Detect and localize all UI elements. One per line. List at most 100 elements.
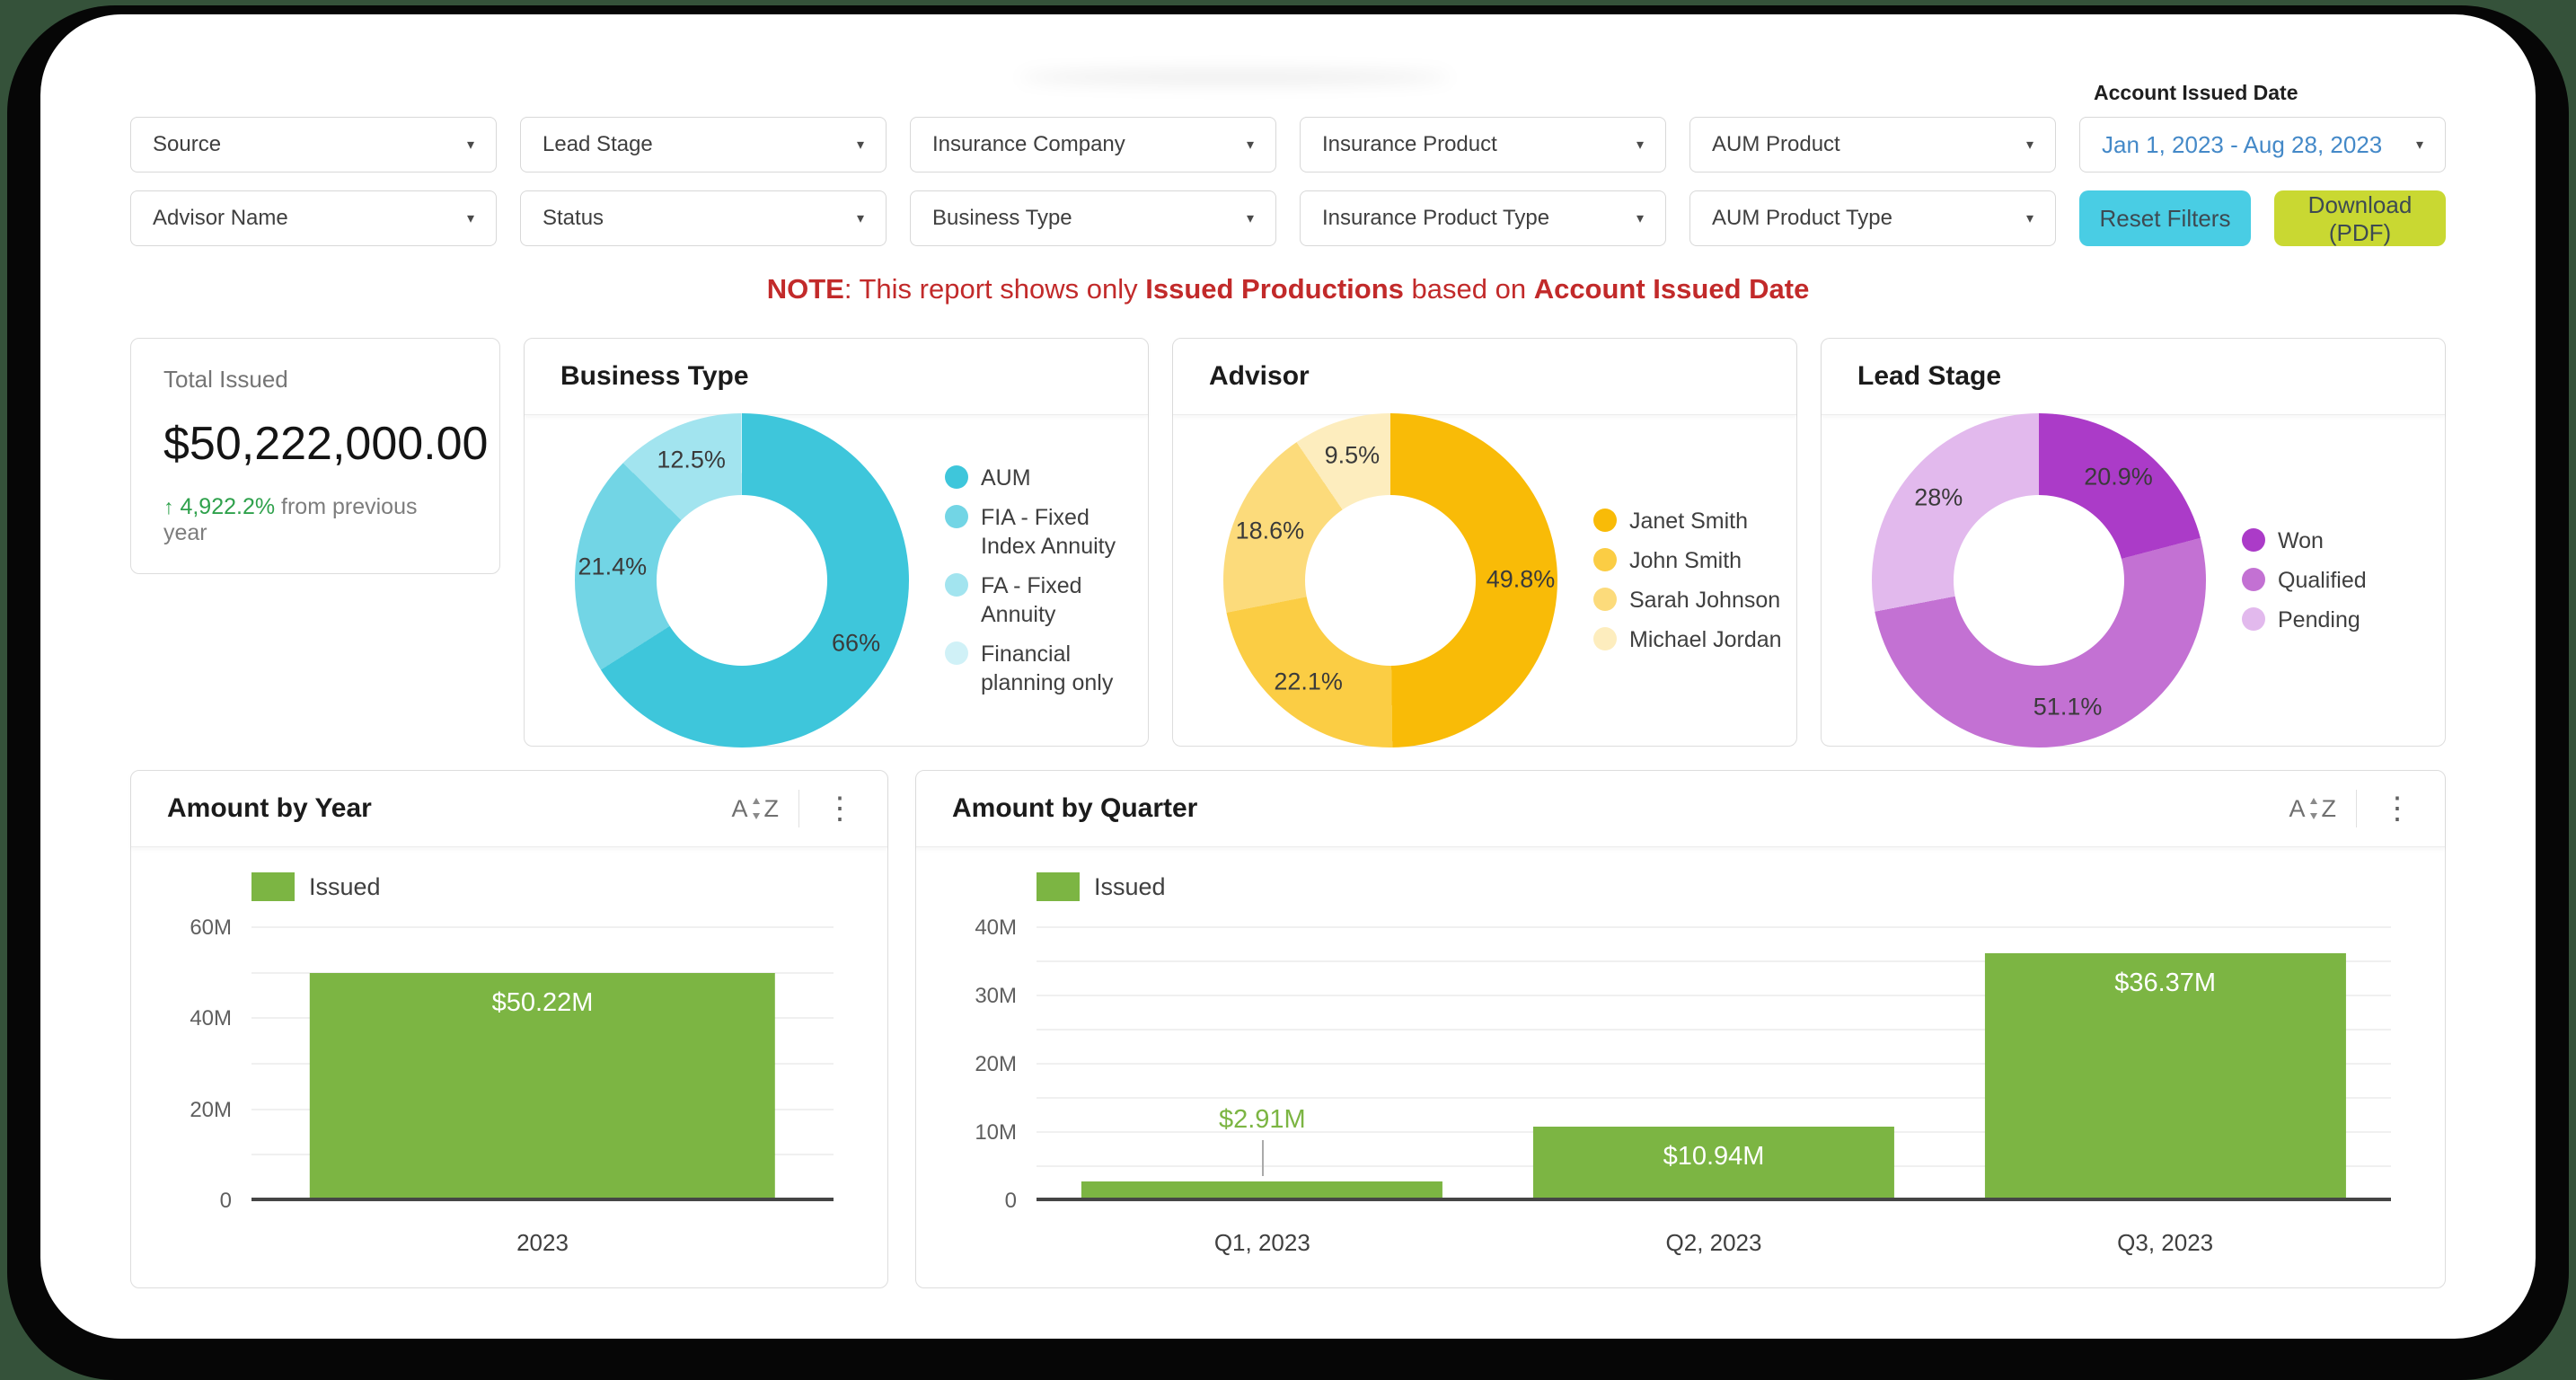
- legend-item-label: Qualified: [2278, 568, 2367, 593]
- bar-q2-2023[interactable]: [1532, 1126, 1895, 1201]
- filter-label: Lead Stage: [543, 132, 653, 156]
- panel-title: Business Type: [560, 361, 749, 391]
- legend-dot: [945, 465, 968, 489]
- legend-item-label: Janet Smith: [1629, 509, 1749, 534]
- legend-dot: [2242, 528, 2265, 552]
- legend-item-label: Pending: [2278, 607, 2360, 632]
- gridline: [1037, 1198, 2391, 1201]
- bar-q3-2023[interactable]: [1984, 952, 2346, 1201]
- sort-arrows-icon: [752, 798, 760, 819]
- total-issued-delta: ↑ 4,922.2% from previous year: [163, 494, 467, 546]
- panel-title: Amount by Year: [167, 793, 372, 823]
- legend-label: Issued: [1094, 872, 1166, 900]
- filter-business-type[interactable]: Business Type ▾: [910, 190, 1276, 246]
- download-pdf-button[interactable]: Download (PDF): [2274, 190, 2446, 246]
- filter-label: Insurance Company: [932, 132, 1125, 156]
- slice-label-3: 9.5%: [1324, 441, 1381, 469]
- dashboard-screen: Source ▾ Lead Stage ▾ Insurance Company ▾ Insu…: [40, 14, 2536, 1339]
- filter-status[interactable]: Status ▾: [520, 190, 887, 246]
- x-axis-label: 2023: [516, 1229, 569, 1256]
- legend-item: Financial planning only: [945, 640, 1148, 697]
- sort-icon[interactable]: A Z: [731, 795, 779, 823]
- y-axis-tick: 0: [1004, 1189, 1017, 1213]
- x-axis-label: Q3, 2023: [2117, 1229, 2214, 1256]
- panel-title: Amount by Quarter: [952, 793, 1198, 823]
- filter-insurance-company[interactable]: Insurance Company ▾: [910, 117, 1276, 172]
- legend-dot: [1593, 509, 1617, 532]
- amount-by-quarter-panel: Amount by Quarter A Z ⋮ Issued: [915, 770, 2446, 1288]
- amount-by-quarter-chart: Issued 0 10M 20M 30M 40M $2.91M Q1, 2023 $10.94…: [916, 847, 2445, 1287]
- slice-label-0: 49.8%: [1486, 565, 1556, 593]
- business-type-header: Business Type: [525, 339, 1148, 415]
- chevron-down-icon: ▾: [2025, 137, 2033, 153]
- slice-label-2: 18.6%: [1235, 517, 1305, 544]
- legend-swatch: [251, 872, 295, 901]
- delta-suffix: from previous year: [163, 494, 418, 545]
- top-shadow: [1019, 70, 1451, 84]
- business-type-legend: AUM FIA - Fixed Index Annuity FA - Fixed A…: [945, 453, 1148, 708]
- amount-by-year-header: Amount by Year A Z ⋮: [131, 771, 887, 847]
- legend-dot: [945, 505, 968, 528]
- y-axis-tick: 60M: [190, 916, 232, 940]
- panel-toolbar: A Z ⋮: [2289, 790, 2418, 827]
- legend-dot: [1593, 548, 1617, 571]
- note-text-1: : This report shows only: [843, 273, 1146, 305]
- reset-filters-button[interactable]: Reset Filters: [2079, 190, 2251, 246]
- business-type-chart: 66% 21.4% 12.5% AUM FIA - Fixed Index Annui…: [525, 413, 1148, 748]
- total-issued-value: $50,222,000.00: [163, 418, 489, 470]
- legend-item-label: Won: [2278, 528, 2324, 553]
- sort-letter-a: A: [2289, 794, 2306, 822]
- y-axis-tick: 20M: [190, 1097, 232, 1122]
- legend-item-label: John Smith: [1629, 548, 1742, 573]
- filter-lead-stage[interactable]: Lead Stage ▾: [520, 117, 887, 172]
- lead-stage-donut[interactable]: [1872, 413, 2206, 748]
- advisor-panel: Advisor 49.8% 22.1% 18.6% 9.5% Janet Smith J…: [1172, 338, 1797, 748]
- filter-insurance-product-type[interactable]: Insurance Product Type ▾: [1300, 190, 1666, 246]
- legend-label: Issued: [309, 872, 381, 900]
- legend-item-label: FIA - Fixed Index Annuity: [981, 505, 1116, 559]
- legend-item: Michael Jordan: [1593, 625, 1782, 654]
- gridline: [1037, 995, 2391, 996]
- note-prefix: NOTE: [766, 273, 844, 305]
- gridline: [1037, 926, 2391, 928]
- legend-item: AUM: [945, 464, 1148, 492]
- lead-stage-legend: Won Qualified Pending: [2242, 516, 2367, 645]
- legend-item-label: Michael Jordan: [1629, 627, 1782, 652]
- business-type-donut[interactable]: [575, 413, 909, 748]
- account-issued-date-select[interactable]: Jan 1, 2023 - Aug 28, 2023 ▾: [2079, 117, 2446, 172]
- legend-swatch: [1037, 872, 1080, 901]
- note-bold-2: Account Issued Date: [1533, 273, 1810, 305]
- legend-item: Sarah Johnson: [1593, 586, 1782, 615]
- filter-insurance-product[interactable]: Insurance Product ▾: [1300, 117, 1666, 172]
- chevron-down-icon: ▾: [1246, 211, 1254, 226]
- y-axis-tick: 20M: [975, 1052, 1017, 1076]
- filter-aum-product[interactable]: AUM Product ▾: [1689, 117, 2056, 172]
- slice-label-1: 22.1%: [1274, 668, 1343, 695]
- bar-2023[interactable]: [309, 972, 776, 1201]
- plot-area: 0 20M 40M 60M $50.22M 2023: [190, 916, 834, 1256]
- arrow-up-icon: ↑: [163, 495, 174, 518]
- total-issued-card: Total Issued $50,222,000.00 ↑ 4,922.2% f…: [130, 338, 500, 574]
- filter-aum-product-type[interactable]: AUM Product Type ▾: [1689, 190, 2056, 246]
- filter-advisor-name[interactable]: Advisor Name ▾: [130, 190, 497, 246]
- advisor-donut[interactable]: [1223, 413, 1557, 748]
- filter-label: Insurance Product Type: [1322, 206, 1550, 230]
- filter-source[interactable]: Source ▾: [130, 117, 497, 172]
- account-issued-date-label: Account Issued Date: [2094, 81, 2298, 104]
- legend-item-label: Financial planning only: [981, 641, 1114, 695]
- chevron-down-icon: ▾: [466, 211, 474, 226]
- gridline: [1037, 1029, 2391, 1031]
- more-options-icon[interactable]: ⋮: [825, 792, 855, 826]
- note-bold-1: Issued Productions: [1145, 273, 1404, 305]
- y-axis-tick: 30M: [975, 984, 1017, 1008]
- legend-dot: [945, 641, 968, 665]
- sort-icon[interactable]: A Z: [2289, 795, 2336, 823]
- bar-q1-2023[interactable]: [1081, 1181, 1443, 1201]
- slice-label-2: 12.5%: [657, 446, 726, 473]
- chevron-down-icon: ▾: [1636, 211, 1644, 226]
- more-options-icon[interactable]: ⋮: [2382, 792, 2413, 826]
- chevron-down-icon: ▾: [2415, 137, 2423, 153]
- bar-value-label: $10.94M: [1663, 1141, 1765, 1171]
- business-type-panel: Business Type 66% 21.4% 12.5% AUM FIA - Fix…: [524, 338, 1149, 748]
- legend-dot: [1593, 588, 1617, 611]
